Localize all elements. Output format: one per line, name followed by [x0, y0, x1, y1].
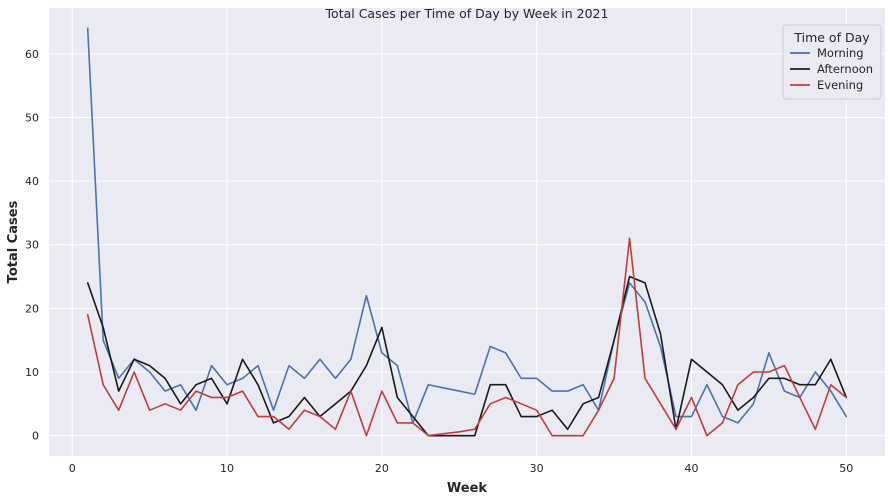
- y-tick-label: 20: [25, 302, 39, 315]
- series-line-morning: [86, 27, 848, 424]
- y-axis-label: Total Cases: [6, 200, 21, 283]
- x-tick-label: 50: [839, 462, 853, 475]
- legend-box: [782, 24, 882, 100]
- x-tick-label: 0: [69, 462, 76, 475]
- y-tick-label: 50: [25, 111, 39, 124]
- x-tick-label: 10: [220, 462, 234, 475]
- legend-label-afternoon: Afternoon: [817, 62, 873, 76]
- y-tick-label: 40: [25, 175, 39, 188]
- x-tick-label: 40: [684, 462, 698, 475]
- y-tick-label: 60: [25, 48, 39, 61]
- plot-area: [49, 8, 885, 456]
- y-tick-label: 0: [32, 430, 39, 443]
- legend: Time of Day Morning Afternoon Evening: [782, 24, 882, 100]
- legend-title: Time of Day: [793, 30, 870, 45]
- x-tick-label: 20: [375, 462, 389, 475]
- legend-label-morning: Morning: [817, 46, 864, 60]
- grid-lines: [49, 8, 885, 456]
- x-tick-labels: 0 10 20 30 40 50: [69, 462, 854, 475]
- y-tick-label: 10: [25, 366, 39, 379]
- series-line-afternoon: [86, 275, 848, 437]
- y-tick-labels: 0 10 20 30 40 50 60: [25, 48, 39, 443]
- series-line-evening: [86, 237, 848, 437]
- y-tick-label: 30: [25, 239, 39, 252]
- x-tick-label: 30: [530, 462, 544, 475]
- legend-label-evening: Evening: [817, 78, 863, 92]
- series-lines: [86, 27, 848, 437]
- x-axis-label: Week: [447, 481, 488, 496]
- chart-title: Total Cases per Time of Day by Week in 2…: [325, 6, 609, 21]
